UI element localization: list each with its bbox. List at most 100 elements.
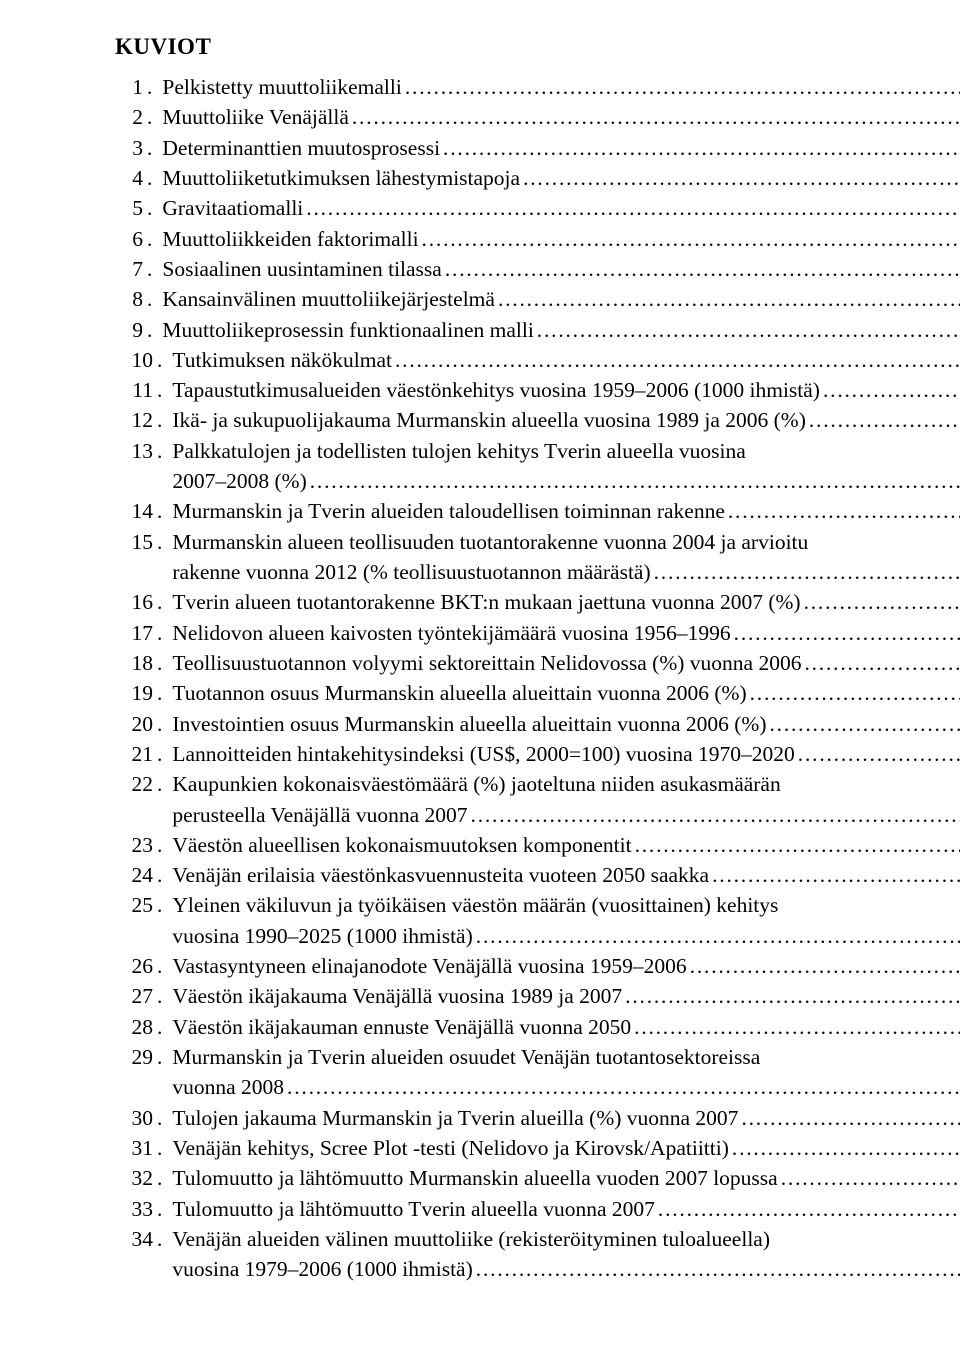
toc-entry: 27.Väestön ikäjakauma Venäjällä vuosina … <box>115 981 890 1011</box>
entry-line: Tuotannon osuus Murmanskin alueella alue… <box>172 678 960 708</box>
entry-number-dot: . <box>147 254 162 284</box>
entry-text: Investointien osuus Murmanskin alueella … <box>172 709 766 739</box>
toc-entry: 4.Muuttoliiketutkimuksen lähestymistapoj… <box>115 163 890 193</box>
entry-line: vuonna 2008.............................… <box>172 1072 960 1102</box>
entry-body: Murmanskin ja Tverin alueiden taloudelli… <box>172 496 960 526</box>
leader-dots: ........................................… <box>307 466 960 496</box>
leader-dots: ........................................… <box>442 254 960 284</box>
entry-line: Determinanttien muutosprosessi..........… <box>162 133 960 163</box>
entry-text: vuonna 2008 <box>172 1072 284 1102</box>
entry-body: Tulomuutto ja lähtömuutto Tverin alueell… <box>172 1194 960 1224</box>
leader-dots: ........................................… <box>349 102 960 132</box>
entry-line: perusteella Venäjällä vuonna 2007.......… <box>172 800 960 830</box>
entry-text: Sosiaalinen uusintaminen tilassa <box>162 254 441 284</box>
entry-body: Tverin alueen tuotantorakenne BKT:n muka… <box>172 587 960 617</box>
entry-number: 18 <box>115 648 157 678</box>
leader-dots: ........................................… <box>747 678 960 708</box>
entry-body: Muuttoliikkeiden faktorimalli...........… <box>162 224 960 254</box>
leader-dots: ........................................… <box>729 1133 960 1163</box>
toc-entry: 5.Gravitaatiomalli......................… <box>115 193 890 223</box>
toc-entry: 2.Muuttoliike Venäjällä.................… <box>115 102 890 132</box>
entry-text: Muuttoliikkeiden faktorimalli <box>162 224 418 254</box>
toc-entry: 22.Kaupunkien kokonaisväestömäärä (%) ja… <box>115 769 890 830</box>
entry-line: Venäjän erilaisia väestönkasvuennusteita… <box>172 860 960 890</box>
entry-number-dot: . <box>157 769 172 799</box>
entry-number: 9 <box>115 315 147 345</box>
entry-line: Gravitaatiomalli........................… <box>162 193 960 223</box>
entry-text: Tulojen jakauma Murmanskin ja Tverin alu… <box>172 1103 738 1133</box>
leader-dots: ........................................… <box>801 648 960 678</box>
entry-body: Investointien osuus Murmanskin alueella … <box>172 709 960 739</box>
entry-line: vuosina 1990–2025 (1000 ihmistä)........… <box>172 921 960 951</box>
entry-body: Lannoitteiden hintakehitysindeksi (US$, … <box>172 739 960 769</box>
entry-body: Venäjän alueiden välinen muuttoliike (re… <box>172 1224 960 1285</box>
toc-entry: 34.Venäjän alueiden välinen muuttoliike … <box>115 1224 890 1285</box>
entry-number: 11 <box>115 375 157 405</box>
entry-number: 3 <box>115 133 147 163</box>
toc-entry: 17.Nelidovon alueen kaivosten työntekijä… <box>115 618 890 648</box>
entry-number-dot: . <box>157 345 172 375</box>
entry-number-dot: . <box>157 436 172 466</box>
entry-number: 23 <box>115 830 157 860</box>
entry-body: Tulomuutto ja lähtömuutto Murmanskin alu… <box>172 1163 960 1193</box>
entry-body: Tapaustutkimusalueiden väestönkehitys vu… <box>172 375 960 405</box>
entry-text: Gravitaatiomalli <box>162 193 303 223</box>
leader-dots: ........................................… <box>392 345 960 375</box>
leader-dots: ........................................… <box>632 830 960 860</box>
leader-dots: ........................................… <box>766 709 960 739</box>
leader-dots: ........................................… <box>473 1254 960 1284</box>
entry-line: Lannoitteiden hintakehitysindeksi (US$, … <box>172 739 960 769</box>
entry-number: 13 <box>115 436 157 466</box>
entry-line: Venäjän kehitys, Scree Plot -testi (Neli… <box>172 1133 960 1163</box>
entry-number: 34 <box>115 1224 157 1254</box>
entry-line: Teollisuustuotannon volyymi sektoreittai… <box>172 648 960 678</box>
entry-text: Murmanskin ja Tverin alueiden taloudelli… <box>172 496 724 526</box>
toc-entry: 12.Ikä- ja sukupuolijakauma Murmanskin a… <box>115 405 890 435</box>
entry-text: Pelkistetty muuttoliikemalli <box>162 72 401 102</box>
leader-dots: ........................................… <box>622 981 960 1011</box>
entry-number-dot: . <box>157 1103 172 1133</box>
toc-entry: 21.Lannoitteiden hintakehitysindeksi (US… <box>115 739 890 769</box>
entry-number-dot: . <box>157 1224 172 1254</box>
leader-dots: ........................................… <box>495 284 960 314</box>
entry-line: Sosiaalinen uusintaminen tilassa........… <box>162 254 960 284</box>
entry-body: Tulojen jakauma Murmanskin ja Tverin alu… <box>172 1103 960 1133</box>
entry-body: Vastasyntyneen elinajanodote Venäjällä v… <box>172 951 960 981</box>
entry-number-dot: . <box>147 284 162 314</box>
entry-body: Venäjän erilaisia väestönkasvuennusteita… <box>172 860 960 890</box>
entry-number-dot: . <box>157 1163 172 1193</box>
entry-line: Väestön ikäjakauman ennuste Venäjällä vu… <box>172 1012 960 1042</box>
entry-number-dot: . <box>157 830 172 860</box>
entry-text: perusteella Venäjällä vuonna 2007 <box>172 800 467 830</box>
leader-dots: ........................................… <box>687 951 960 981</box>
entry-text: Kansainvälinen muuttoliikejärjestelmä <box>162 284 495 314</box>
leader-dots: ........................................… <box>655 1194 960 1224</box>
entry-number: 21 <box>115 739 157 769</box>
entry-text: Murmanskin alueen teollisuuden tuotantor… <box>172 527 808 557</box>
entry-body: Muuttoliiketutkimuksen lähestymistapoja.… <box>162 163 960 193</box>
entry-number: 6 <box>115 224 147 254</box>
entry-number-dot: . <box>157 709 172 739</box>
entry-body: Nelidovon alueen kaivosten työntekijämää… <box>172 618 960 648</box>
entry-number: 25 <box>115 890 157 920</box>
leader-dots: ........................................… <box>801 587 960 617</box>
entry-number: 2 <box>115 102 147 132</box>
entry-line: Tutkimuksen näkökulmat..................… <box>172 345 960 375</box>
toc-entry: 29.Murmanskin ja Tverin alueiden osuudet… <box>115 1042 890 1103</box>
toc-entry: 8.Kansainvälinen muuttoliikejärjestelmä.… <box>115 284 890 314</box>
toc-entry: 1.Pelkistetty muuttoliikemalli..........… <box>115 72 890 102</box>
entry-line: Investointien osuus Murmanskin alueella … <box>172 709 960 739</box>
entry-text: Yleinen väkiluvun ja työikäisen väestön … <box>172 890 778 920</box>
entry-number-dot: . <box>157 405 172 435</box>
entry-number-dot: . <box>147 315 162 345</box>
toc-entry: 14.Murmanskin ja Tverin alueiden taloude… <box>115 496 890 526</box>
entry-number: 8 <box>115 284 147 314</box>
toc-entry: 7.Sosiaalinen uusintaminen tilassa......… <box>115 254 890 284</box>
entry-number: 15 <box>115 527 157 557</box>
entry-number: 27 <box>115 981 157 1011</box>
entry-number: 28 <box>115 1012 157 1042</box>
toc-entry: 16.Tverin alueen tuotantorakenne BKT:n m… <box>115 587 890 617</box>
entry-text: Tulomuutto ja lähtömuutto Murmanskin alu… <box>172 1163 777 1193</box>
entry-number-dot: . <box>147 163 162 193</box>
entry-body: Sosiaalinen uusintaminen tilassa........… <box>162 254 960 284</box>
